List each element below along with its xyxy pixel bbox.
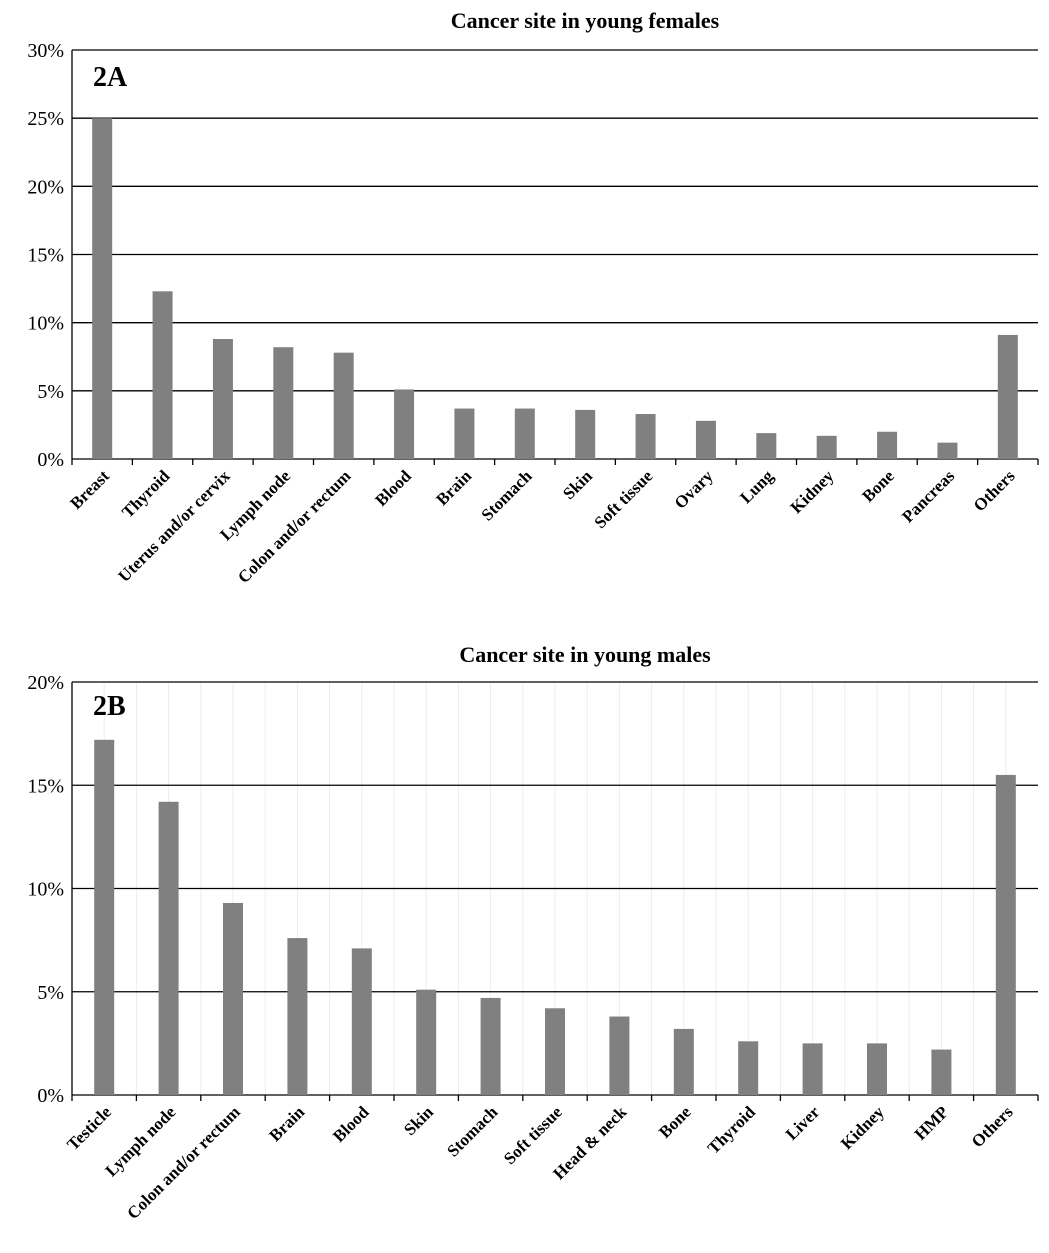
x-tick-label: Uterus and/or cervix: [114, 466, 234, 586]
bar: [877, 431, 898, 459]
bar: [158, 801, 179, 1095]
y-tick-label: 5%: [37, 982, 64, 1004]
chart-panel-males: Cancer site in young males 0% 5% 10% 15% 20% T…: [27, 642, 1039, 1223]
x-tick-label: Kidney: [787, 466, 838, 517]
x-tick-label: HMP: [911, 1102, 952, 1143]
bar: [394, 389, 415, 459]
chart-title: Cancer site in young males: [459, 642, 711, 667]
x-tick-label: Others: [968, 1102, 1017, 1151]
bar: [273, 347, 294, 459]
bar: [756, 433, 777, 459]
bar: [94, 739, 115, 1095]
x-tick-label: Blood: [329, 1102, 373, 1146]
y-tick-label: 10%: [27, 879, 64, 901]
x-tick-label: Lung: [736, 466, 777, 507]
bar: [867, 1043, 887, 1095]
x-tick-label: Bone: [655, 1102, 695, 1142]
y-tick-label: 30%: [27, 40, 64, 62]
bar: [738, 1041, 759, 1095]
bar: [351, 948, 372, 1095]
bar: [995, 774, 1016, 1095]
x-tick-label: Colon and/or rectum: [234, 466, 355, 587]
bar: [545, 1008, 565, 1095]
bar: [802, 1043, 823, 1095]
bar: [609, 1016, 630, 1095]
x-tick-label: Brain: [265, 1102, 308, 1145]
y-tick-label: 25%: [27, 108, 64, 130]
x-tick-label: Pancreas: [898, 466, 958, 526]
panel-label: 2A: [93, 62, 128, 93]
bar: [223, 902, 243, 1095]
x-tick-label: Liver: [782, 1102, 824, 1144]
bar: [212, 339, 233, 459]
bar: [287, 938, 308, 1095]
x-tick-label: Thyroid: [118, 466, 174, 522]
bar: [480, 997, 501, 1095]
x-tick-label: Bone: [858, 466, 898, 506]
x-tick-label: Breast: [66, 466, 113, 513]
y-tick-label: 20%: [27, 176, 64, 198]
x-tick-label: Testicle: [63, 1102, 115, 1154]
chart-panel-females: Cancer site in young females 0% 5% 10% 15% 20…: [27, 8, 1039, 587]
y-tick-label: 20%: [27, 672, 64, 694]
x-tick-label: Soft tissue: [500, 1102, 566, 1168]
y-tick-label: 0%: [37, 1085, 64, 1107]
bar: [673, 1028, 694, 1095]
bar: [635, 414, 656, 459]
y-tick-label: 15%: [27, 775, 64, 797]
x-tick-label: Stomach: [443, 1102, 502, 1161]
bar: [333, 352, 354, 459]
x-tick-label: Blood: [371, 466, 415, 510]
bar: [816, 435, 837, 459]
bar: [514, 408, 535, 459]
y-tick-label: 0%: [37, 449, 64, 471]
panel-label: 2B: [93, 691, 126, 722]
bar: [931, 1049, 952, 1095]
bar: [416, 989, 437, 1095]
y-tick-label: 15%: [27, 245, 64, 267]
x-tick-label: Brain: [432, 466, 475, 509]
bar: [695, 420, 716, 459]
x-tick-label: Others: [970, 466, 1019, 515]
x-tick-label: Colon and/or rectum: [123, 1102, 244, 1223]
bar: [152, 291, 173, 459]
x-tick-label: Ovary: [671, 466, 718, 513]
y-tick-label: 5%: [37, 381, 64, 403]
bar: [575, 409, 596, 459]
bar: [937, 442, 958, 459]
x-tick-label: Soft tissue: [591, 466, 657, 532]
chart-title: Cancer site in young females: [451, 8, 720, 33]
x-tick-label: Kidney: [837, 1102, 888, 1153]
x-tick-label: Thyroid: [704, 1102, 760, 1158]
bar: [997, 334, 1018, 459]
x-tick-label: Skin: [400, 1102, 437, 1139]
bar: [92, 118, 113, 460]
x-tick-label: Stomach: [477, 466, 536, 525]
bar: [454, 408, 475, 459]
x-tick-label: Skin: [559, 466, 596, 503]
y-tick-label: 10%: [27, 313, 64, 335]
